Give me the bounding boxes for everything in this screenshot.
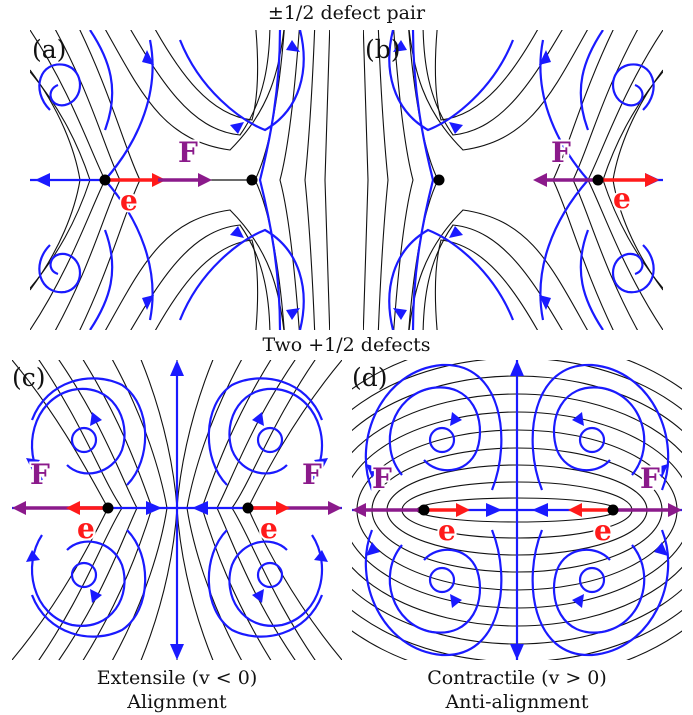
top-title: ±1/2 defect pair <box>267 2 426 24</box>
caption-left-line2: Alignment <box>127 691 227 713</box>
polarity-label-right: e <box>594 514 612 547</box>
defect-core-plus-half <box>99 174 111 186</box>
force-arrowhead <box>533 173 547 187</box>
force-arrowhead <box>198 173 212 187</box>
flow-arrowheads <box>366 360 668 660</box>
caption-right-line1: Contractile (v > 0) <box>427 667 607 689</box>
caption-right: Contractile (v > 0) Anti-alignment <box>352 666 682 714</box>
polarity-arrowhead <box>645 173 659 187</box>
flow-streamlines <box>30 30 305 330</box>
defect-core-left <box>102 502 114 514</box>
force-label: F <box>551 136 571 169</box>
polarity-label: e <box>120 184 138 217</box>
force-label-left: F <box>372 462 392 495</box>
defect-core-minus-half <box>246 174 258 186</box>
polarity-label-left: e <box>77 512 95 545</box>
defect-core-right <box>242 502 254 514</box>
polarity-arrowhead-right <box>568 503 582 517</box>
panel-label: (d) <box>352 363 388 392</box>
defect-core-minus-half <box>433 174 445 186</box>
polarity-arrowhead-left <box>456 503 470 517</box>
middle-title: Two +1/2 defects <box>262 334 431 356</box>
force-label-right: F <box>302 458 322 491</box>
flow-arrowheads <box>35 40 300 320</box>
flow-arrowheads <box>26 360 328 660</box>
force-label: F <box>178 136 198 169</box>
defect-core-plus-half <box>592 174 604 186</box>
caption-left: Extensile (v < 0) Alignment <box>12 666 342 714</box>
force-label-left: F <box>30 458 50 491</box>
panel-c: (c) F F e e <box>12 360 342 660</box>
panel-d: (d) F F e e <box>352 360 682 660</box>
flow-streamlines <box>388 30 663 330</box>
defect-core-right <box>607 504 619 516</box>
force-arrowhead-right <box>668 503 682 517</box>
panel-b: (b) F e <box>363 30 663 330</box>
force-arrowhead-left <box>12 501 26 515</box>
force-arrowhead-left <box>352 503 366 517</box>
flow-streamlines <box>352 360 682 660</box>
polarity-arrowhead-right <box>276 501 290 515</box>
panel-label: (a) <box>32 35 66 64</box>
polarity-label: e <box>613 182 631 215</box>
polarity-label-left: e <box>438 514 456 547</box>
polarity-arrowhead-left <box>66 501 80 515</box>
panel-label: (b) <box>365 35 401 64</box>
caption-left-line1: Extensile (v < 0) <box>96 667 258 689</box>
force-label-right: F <box>640 462 660 495</box>
panel-label: (c) <box>12 363 46 392</box>
force-arrowhead-right <box>328 501 342 515</box>
polarity-label-right: e <box>260 512 278 545</box>
caption-right-line2: Anti-alignment <box>445 691 589 713</box>
panel-a: (a) F e <box>30 30 330 330</box>
defect-core-left <box>418 504 430 516</box>
flow-streamlines <box>12 365 342 655</box>
